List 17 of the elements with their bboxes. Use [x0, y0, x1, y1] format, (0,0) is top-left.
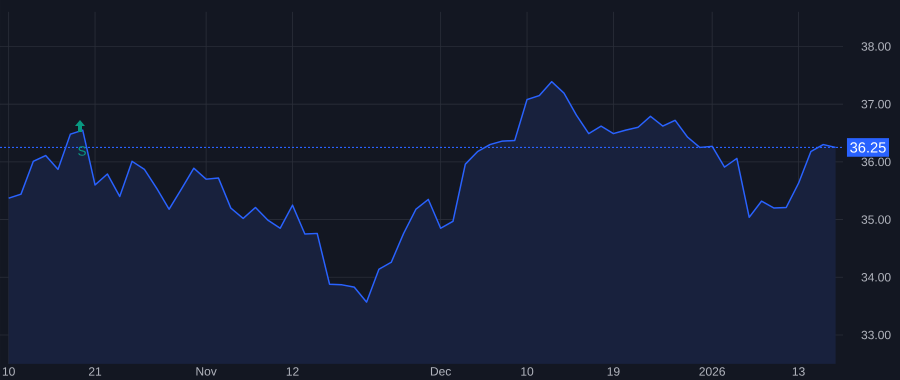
x-tick-label: 2026 [699, 367, 725, 376]
x-tick-label: 13 [792, 367, 805, 376]
x-tick-label: 10 [2, 367, 15, 376]
y-tick-label: 38.00 [862, 42, 891, 51]
y-tick-label: 35.00 [862, 215, 891, 224]
x-tick-label: Dec [430, 367, 451, 376]
x-tick-label: 21 [88, 367, 102, 376]
x-tick-label: 19 [608, 367, 620, 376]
y-tick-label: 34.00 [862, 273, 891, 282]
x-tick-label: 12 [286, 367, 299, 376]
x-tick-label: Nov [196, 367, 217, 376]
y-tick-label: 33.00 [862, 330, 891, 340]
ref-line-label: 36.25 [850, 142, 886, 153]
x-tick-label: 10 [521, 367, 534, 376]
y-tick-label: 36.00 [862, 158, 891, 166]
annotation: S [78, 146, 86, 156]
y-tick-label: 37.00 [862, 100, 891, 108]
